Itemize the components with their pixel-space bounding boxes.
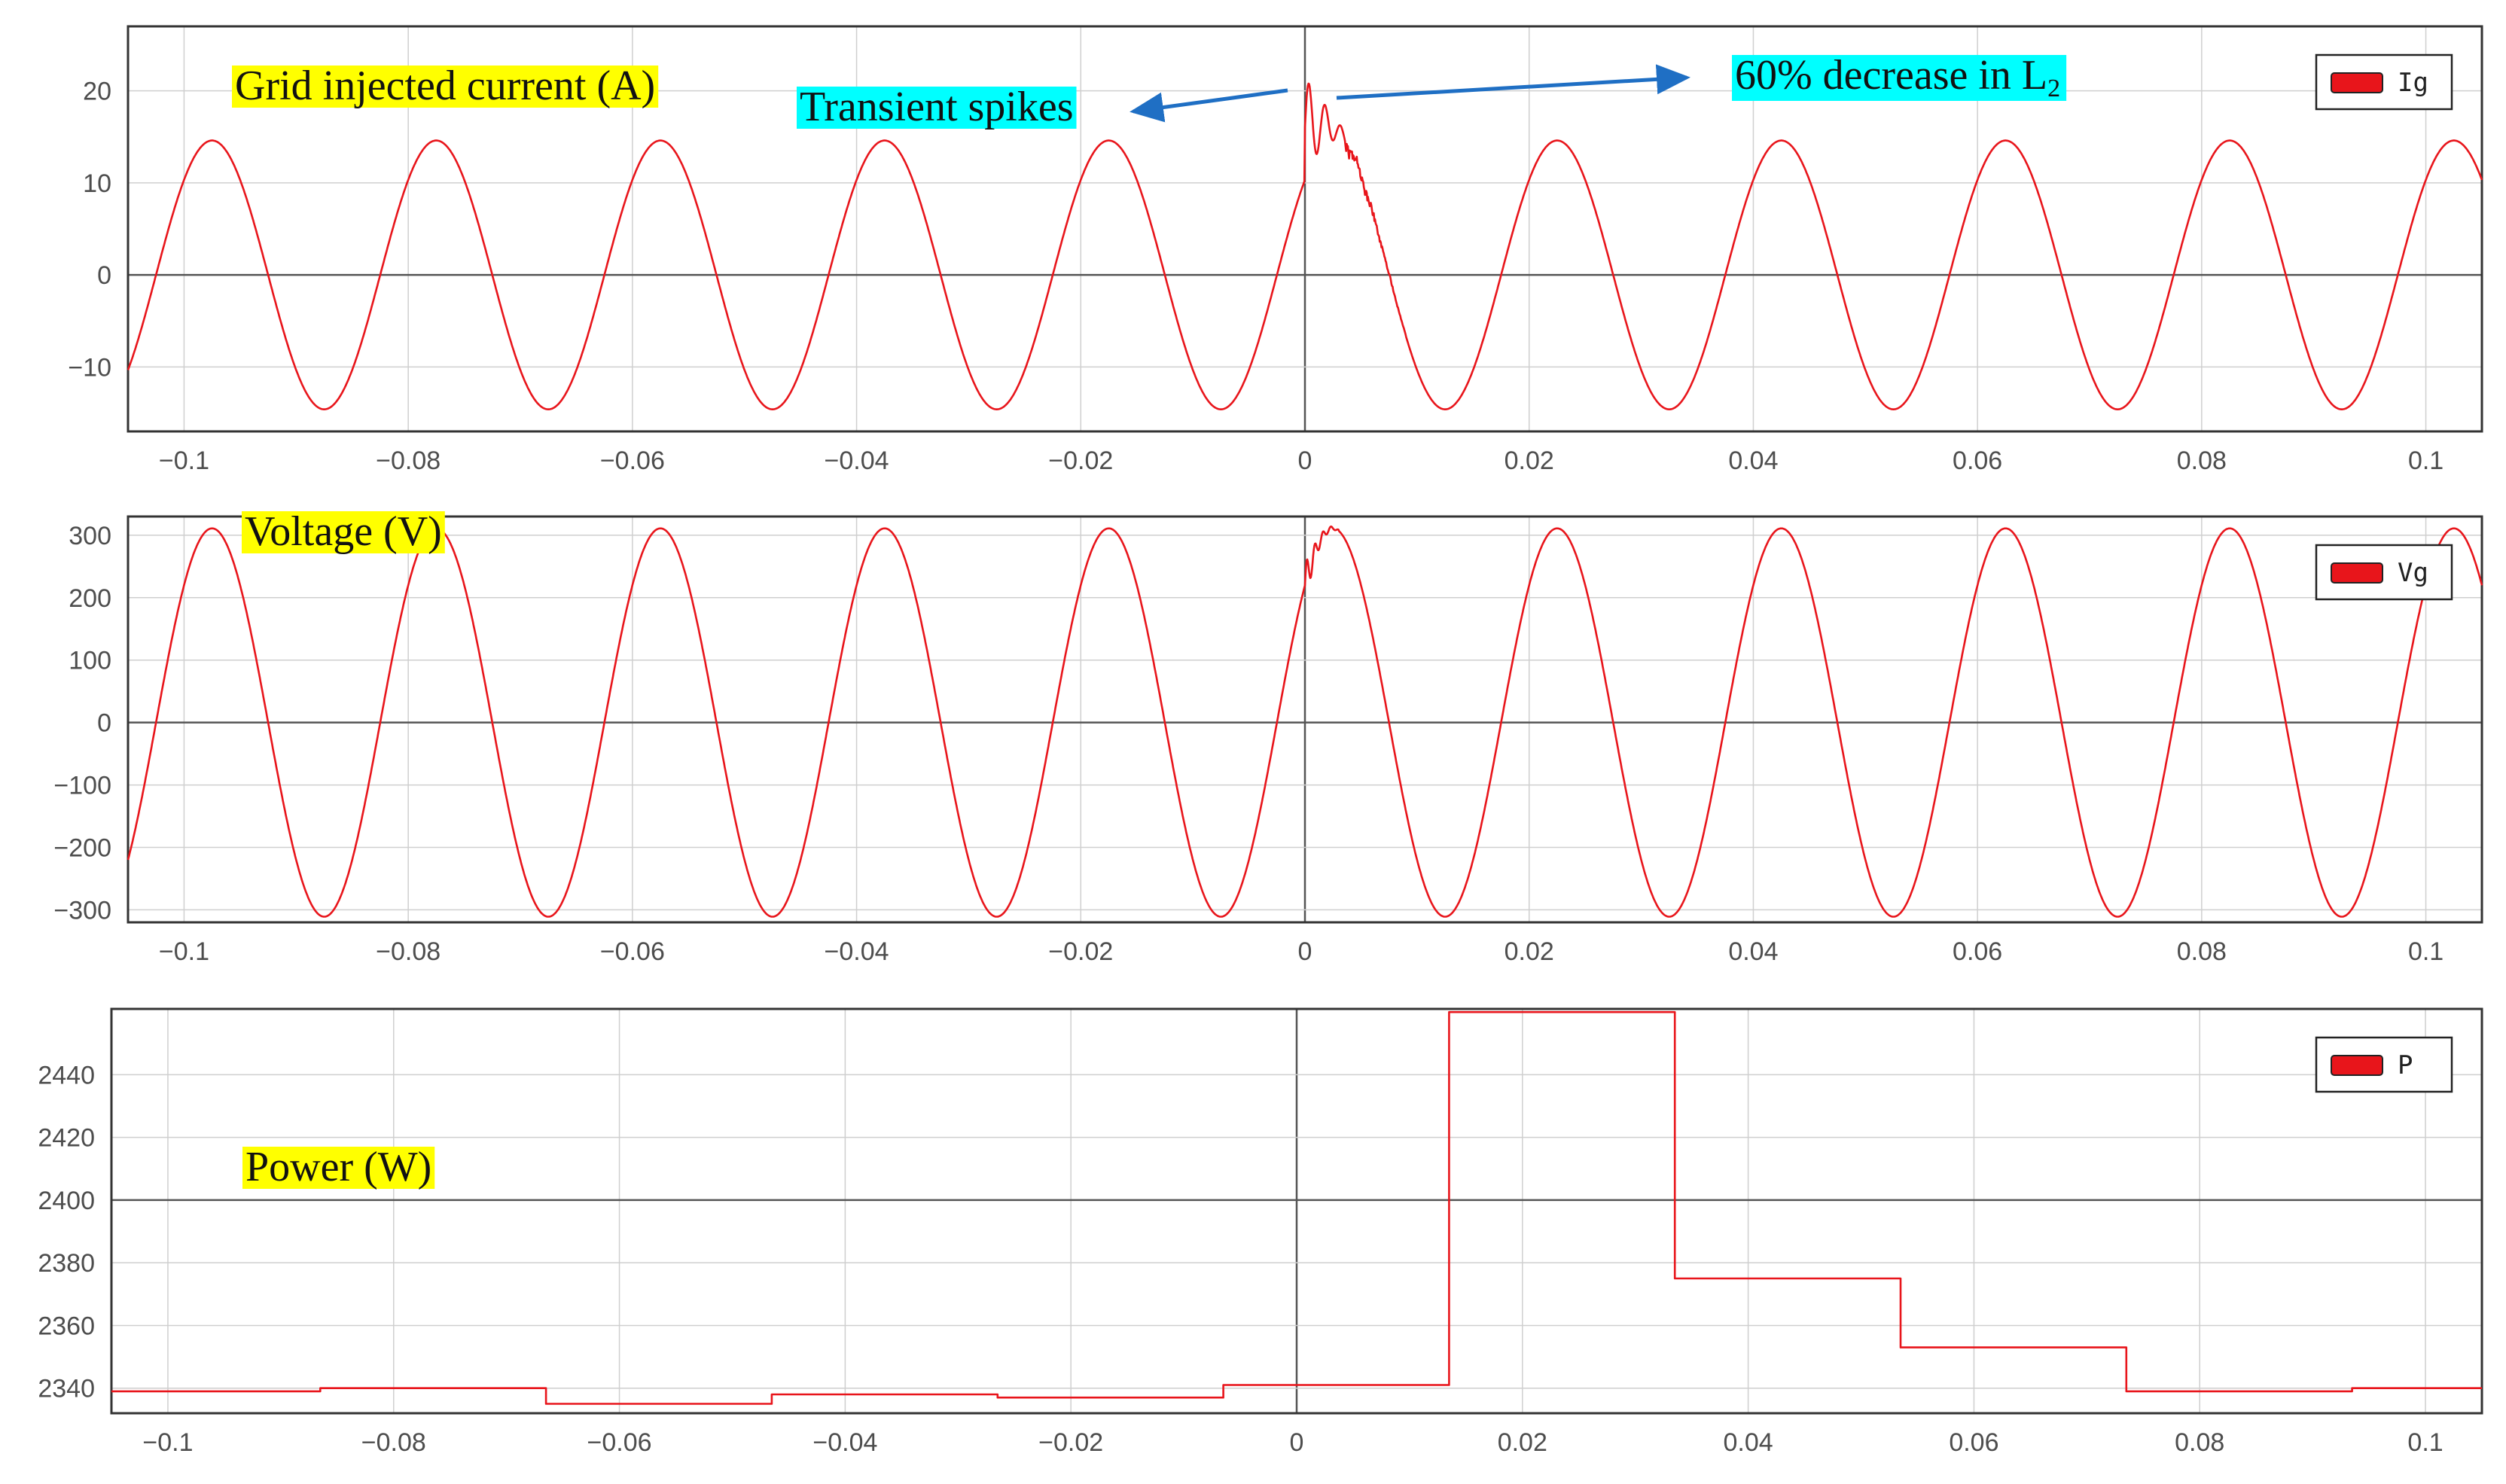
y-tick-label: −200 [53,833,111,862]
axis-annotation: Power (W) [242,1144,434,1190]
x-tick-label: 0.1 [2408,446,2444,475]
x-tick-label: 0.08 [2175,1428,2224,1457]
x-tick-label: 0.02 [1505,446,1554,475]
x-tick-label: −0.06 [587,1428,652,1457]
x-tick-label: −0.04 [825,446,889,475]
y-tick-label: 2420 [38,1124,95,1153]
x-tick-label: 0.06 [1953,446,2002,475]
x-tick-label: 0.08 [2177,446,2227,475]
arrow-l2 [1337,78,1687,98]
axis-annotation: Grid injected current (A) [232,62,658,109]
y-tick-label: −10 [68,353,111,382]
annotation-text: Grid injected current (A) [235,62,655,109]
x-tick-label: 0.1 [2408,937,2444,966]
x-tick-label: −0.08 [361,1428,426,1457]
y-tick-label: 200 [69,584,111,613]
legend-label: P [2398,1050,2413,1080]
y-tick-label: 100 [69,647,111,675]
y-tick-label: 300 [69,522,111,550]
x-tick-label: 0 [1298,446,1312,475]
x-tick-label: 0.04 [1724,1428,1773,1457]
x-tick-label: 0.02 [1498,1428,1547,1457]
arrow-transient [1133,90,1288,111]
y-tick-label: 20 [83,78,111,106]
x-tick-label: −0.06 [600,937,665,966]
x-tick-label: 0.04 [1728,446,1778,475]
legend-label: Vg [2398,558,2428,588]
annotation-text: Power (W) [245,1144,431,1190]
legend: Vg [2316,545,2452,599]
y-tick-label: 0 [97,709,111,738]
y-tick-label: −300 [53,896,111,925]
legend-swatch [2331,73,2383,93]
legend-swatch [2331,1056,2383,1075]
x-tick-label: −0.1 [159,937,209,966]
annotation-subscript: 2 [2047,75,2060,102]
y-tick-label: 2360 [38,1312,95,1340]
y-tick-label: 2380 [38,1249,95,1278]
x-tick-label: 0.1 [2407,1428,2443,1457]
x-tick-label: −0.06 [600,446,665,475]
x-tick-label: 0 [1290,1428,1304,1457]
legend-swatch [2331,563,2383,583]
panel-3: −0.1 −0.08 −0.06 −0.04 −0.02 0 0.02 0.04 0.06 0.0… [38,1009,2482,1457]
x-tick-label: −0.1 [159,446,209,475]
legend: Ig [2316,55,2452,109]
axis-annotation: Voltage (V) [242,508,445,555]
x-tick-label: −0.08 [376,937,441,966]
annotation-text: Transient spikes [800,84,1074,130]
y-tick-label: −100 [53,772,111,800]
y-tick-label: 2340 [38,1375,95,1403]
x-tick-label: −0.02 [1048,446,1113,475]
x-tick-label: 0.08 [2177,937,2227,966]
x-tick-label: 0.02 [1505,937,1554,966]
y-tick-label: 10 [83,169,111,198]
x-tick-label: 0 [1298,937,1312,966]
x-tick-label: −0.08 [376,446,441,475]
x-tick-label: −0.02 [1048,937,1113,966]
legend-label: Ig [2398,68,2428,98]
y-tick-label: 0 [97,261,111,290]
x-tick-label: 0.06 [1949,1428,1998,1457]
y-tick-label: 2400 [38,1187,95,1215]
x-tick-label: 0.04 [1728,937,1778,966]
annotation-l2-decrease: 60% decrease in L2 [1732,52,2066,102]
annotation-text: Voltage (V) [245,508,442,555]
panel-1: −0.1 −0.08 −0.06 −0.04 −0.02 0 0.02 0.04 0.06 0.0… [68,26,2482,475]
y-tick-label: 2440 [38,1061,95,1089]
x-tick-label: −0.1 [142,1428,193,1457]
x-tick-label: −0.04 [812,1428,877,1457]
legend: P [2316,1038,2452,1092]
x-tick-label: −0.04 [825,937,889,966]
x-tick-label: −0.02 [1038,1428,1103,1457]
x-tick-label: 0.06 [1953,937,2002,966]
annotation-transient-spikes: Transient spikes [797,84,1077,130]
annotation-text: 60% decrease in L2 [1735,52,2060,102]
panel-2: −0.1 −0.08 −0.06 −0.04 −0.02 0 0.02 0.04 0.06 0.0… [53,508,2482,966]
